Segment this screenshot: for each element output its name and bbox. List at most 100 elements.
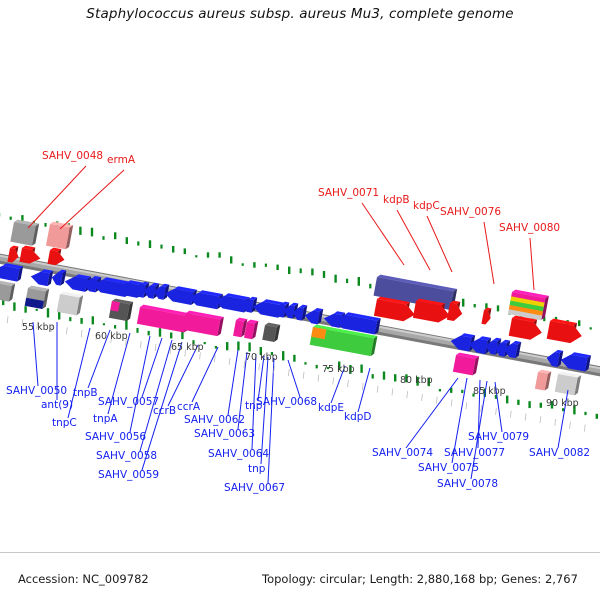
callout-leader-line xyxy=(107,332,131,415)
callout-leader-line xyxy=(405,377,459,449)
gene-label[interactable]: SAHV_0079 xyxy=(468,431,529,443)
gene-label[interactable]: tnpB xyxy=(73,387,98,399)
scale-tick-label: 75 kbp xyxy=(322,364,355,375)
scale-tick-label: 85 kbp xyxy=(473,386,506,397)
callout-leader-line xyxy=(139,339,173,452)
gene-label[interactable]: SAHV_0080 xyxy=(499,222,560,234)
gene-feature[interactable] xyxy=(545,348,564,367)
gene-feature[interactable] xyxy=(502,339,522,359)
callout-leader-line xyxy=(260,356,269,465)
gene-label[interactable]: tnp xyxy=(248,463,266,475)
gene-label[interactable]: SAHV_0048 xyxy=(42,150,103,162)
gene-feature[interactable] xyxy=(452,352,480,376)
gene-feature[interactable] xyxy=(24,285,50,310)
gene-feature[interactable] xyxy=(508,315,544,342)
gene-label[interactable]: SAHV_0056 xyxy=(85,431,146,443)
gene-feature[interactable] xyxy=(373,296,417,323)
gene-labels-bottom[interactable]: SAHV_0050 ant(9) tnpC tnpB tnpA SAHV_0056 SAHV… xyxy=(6,385,590,494)
gene-feature[interactable] xyxy=(244,319,259,340)
gene-label[interactable]: SAHV_0075 xyxy=(418,462,479,474)
gene-feature[interactable] xyxy=(233,317,248,338)
gene-feature[interactable] xyxy=(56,291,84,316)
gene-label[interactable]: SAHV_0057 xyxy=(98,396,159,408)
gene-feature[interactable] xyxy=(7,245,20,264)
scale-ruler-labels: 55 kbp 60 kbp 65 kbp 70 kbp 75 kbp 80 kbp 85 k… xyxy=(22,322,579,409)
gene-feature[interactable] xyxy=(304,306,324,325)
gene-label[interactable]: SAHV_0068 xyxy=(256,396,317,408)
gene-track-below-axis[interactable] xyxy=(7,219,584,345)
gene-feature[interactable] xyxy=(554,371,582,396)
accession-text: Accession: NC_009782 xyxy=(18,572,149,586)
gene-feature[interactable] xyxy=(10,219,40,246)
gene-feature[interactable] xyxy=(30,267,54,287)
gene-feature[interactable] xyxy=(19,245,42,265)
callout-leader-line xyxy=(287,359,301,398)
callout-leader-line xyxy=(237,351,248,430)
gene-feature[interactable] xyxy=(153,282,170,300)
gene-label[interactable]: tnpC xyxy=(52,417,77,429)
gene-feature[interactable] xyxy=(182,310,224,337)
gene-feature[interactable] xyxy=(449,331,476,352)
callout-leader-line xyxy=(167,344,199,407)
callout-leader-line xyxy=(494,381,503,433)
gene-feature[interactable] xyxy=(262,322,281,342)
gene-feature[interactable] xyxy=(0,261,24,282)
gene-feature[interactable] xyxy=(188,288,223,310)
gene-feature[interactable] xyxy=(45,221,74,250)
gene-feature[interactable] xyxy=(309,324,378,357)
gene-feature[interactable] xyxy=(546,318,584,345)
gene-label[interactable]: SAHV_0050 xyxy=(6,385,67,397)
gene-label[interactable]: SAHV_0071 xyxy=(318,187,379,199)
gene-feature[interactable] xyxy=(108,298,134,322)
gene-label[interactable]: SAHV_0078 xyxy=(437,478,498,490)
gene-label[interactable]: SAHV_0076 xyxy=(440,206,501,218)
gene-feature[interactable] xyxy=(333,310,381,335)
callout-leader-line xyxy=(227,349,239,416)
gene-feature[interactable] xyxy=(283,301,299,319)
gene-label[interactable]: tnpA xyxy=(93,413,118,425)
gene-feature[interactable] xyxy=(241,295,258,313)
callout-leader-line xyxy=(32,321,39,387)
gene-labels-top[interactable]: SAHV_0048 ermA SAHV_0071 kdpB kdpC SAHV_0076 S… xyxy=(42,150,560,234)
gene-feature[interactable] xyxy=(481,307,492,325)
gene-label[interactable]: SAHV_0077 xyxy=(444,447,505,459)
gene-label[interactable]: SAHV_0063 xyxy=(194,428,255,440)
gene-label[interactable]: SAHV_0058 xyxy=(96,450,157,462)
gene-label[interactable]: kdpE xyxy=(318,402,344,414)
gene-label[interactable]: ermA xyxy=(107,154,136,166)
gene-label[interactable]: kdpC xyxy=(413,200,440,212)
gene-feature[interactable] xyxy=(0,280,16,302)
scale-tick-label: 60 kbp xyxy=(95,331,128,342)
gene-label[interactable]: SAHV_0067 xyxy=(224,482,285,494)
callout-leader-line xyxy=(426,215,453,273)
gene-label[interactable]: ccrA xyxy=(177,401,201,413)
gene-label[interactable]: SAHV_0082 xyxy=(529,447,590,459)
callout-leaders-bottom xyxy=(32,321,569,484)
gene-feature[interactable] xyxy=(412,298,452,324)
gene-feature[interactable] xyxy=(534,369,552,391)
gene-label[interactable]: SAHV_0059 xyxy=(98,469,159,481)
callout-leader-line xyxy=(451,377,468,464)
gene-feature[interactable] xyxy=(507,289,549,321)
gene-feature[interactable] xyxy=(559,350,592,372)
gene-feature[interactable] xyxy=(47,247,66,267)
gene-label[interactable]: SAHV_0074 xyxy=(372,447,433,459)
scale-ruler-ticks xyxy=(6,316,586,432)
gene-feature[interactable] xyxy=(292,303,308,321)
gene-track-above-axis[interactable] xyxy=(0,261,592,396)
callout-leader-line xyxy=(129,335,151,433)
gene-label[interactable]: kdpD xyxy=(344,411,372,423)
callout-leader-line xyxy=(357,367,371,413)
gene-label[interactable]: ant(9) xyxy=(41,399,73,411)
callout-leader-line xyxy=(361,202,405,266)
gene-label[interactable]: kdpB xyxy=(383,194,410,206)
gene-label[interactable]: SAHV_0064 xyxy=(208,448,269,460)
gene-label[interactable]: SAHV_0062 xyxy=(184,414,245,426)
gene-feature[interactable] xyxy=(136,304,191,333)
gene-label[interactable]: ccrB xyxy=(153,405,176,417)
gene-feature[interactable] xyxy=(51,268,67,286)
callout-leader-line xyxy=(141,337,163,398)
gene-label[interactable]: tnp xyxy=(245,400,263,412)
gene-feature[interactable] xyxy=(446,300,464,322)
